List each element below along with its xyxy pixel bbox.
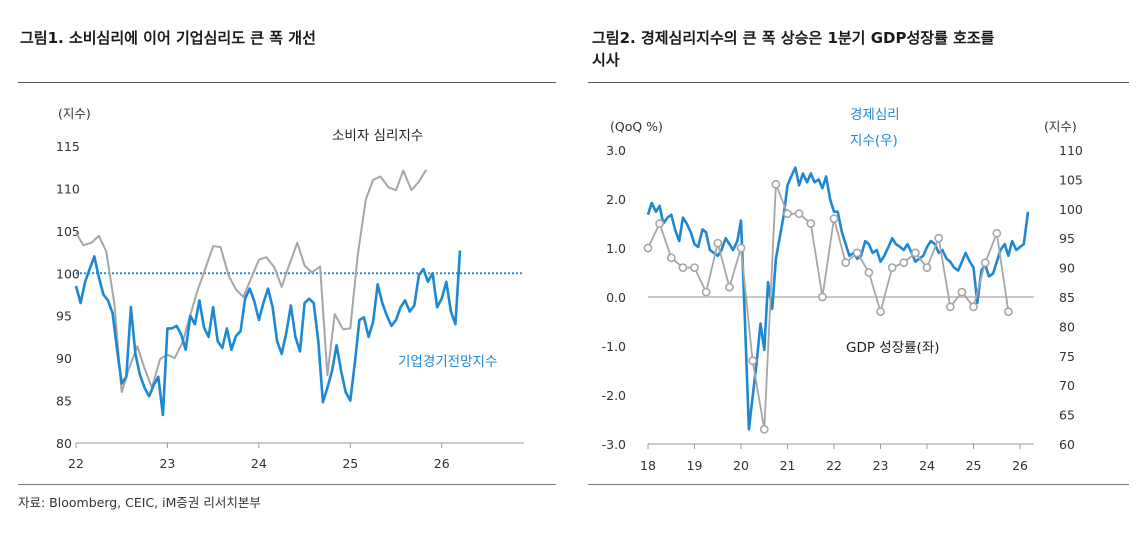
- gdp-growth-point: [957, 287, 967, 297]
- right-left-axis-label: (QoQ %): [610, 119, 663, 134]
- right-right-y-tick-label: 65: [1059, 408, 1075, 423]
- economic-sentiment-label-line2: 지수(우): [850, 133, 898, 149]
- gdp-growth-point: [759, 424, 769, 434]
- gdp-growth-label: GDP 성장률(좌): [846, 340, 940, 356]
- right-x-tick-label: 20: [733, 458, 749, 473]
- gdp-growth-point: [701, 287, 711, 297]
- gdp-growth-point: [666, 253, 676, 263]
- gdp-growth-point: [945, 302, 955, 312]
- right-left-y-tick-label: 3.0: [606, 143, 626, 158]
- right-right-y-tick-label: 70: [1059, 378, 1075, 393]
- right-left-y-tick-label: 2.0: [606, 192, 626, 207]
- gdp-growth-point: [876, 307, 885, 317]
- right-x-tick-label: 18: [640, 458, 656, 473]
- left-y-tick-label: 115: [56, 139, 80, 154]
- gdp-growth-point: [969, 302, 978, 312]
- right-figure-title-line1: 그림2. 경제심리지수의 큰 폭 상승은 1분기 GDP성장률 호조를: [592, 29, 995, 47]
- right-title-rule: [588, 82, 1129, 83]
- left-x-tick-label: 25: [342, 456, 358, 471]
- left-y-tick-label: 100: [56, 266, 80, 281]
- gdp-growth-point: [725, 282, 734, 292]
- right-x-tick-label: 19: [687, 458, 703, 473]
- gdp-growth-point: [922, 263, 932, 272]
- bottom-rule-left: [18, 484, 556, 485]
- left-title-rule: [18, 82, 556, 83]
- gdp-growth-point: [794, 209, 804, 219]
- right-left-y-tick-label: 0.0: [606, 290, 626, 305]
- left-y-tick-label: 105: [56, 224, 80, 239]
- right-right-y-tick-label: 80: [1059, 319, 1075, 334]
- gdp-growth-point: [899, 258, 909, 268]
- right-right-y-tick-label: 110: [1059, 143, 1083, 158]
- gdp-growth-point: [1004, 307, 1013, 317]
- gdp-growth-point: [818, 292, 827, 302]
- right-x-tick-label: 22: [826, 458, 842, 473]
- left-x-tick-label: 23: [159, 456, 175, 471]
- consumer-sentiment-label: 소비자 심리지수: [332, 128, 423, 144]
- right-left-y-tick-label: -1.0: [602, 339, 626, 354]
- gdp-growth-point: [911, 248, 920, 258]
- right-right-y-tick-label: 85: [1059, 290, 1075, 305]
- gdp-growth-point: [655, 219, 664, 228]
- right-left-y-tick-label: -2.0: [602, 388, 626, 403]
- gdp-growth-point: [806, 219, 816, 228]
- right-x-tick-label: 21: [780, 458, 796, 473]
- left-y-tick-label: 110: [56, 181, 80, 196]
- left-x-tick-label: 22: [68, 456, 84, 471]
- gdp-growth-point: [690, 263, 699, 272]
- business-outlook-line: [74, 250, 462, 417]
- right-left-y-tick-label: 1.0: [606, 241, 626, 256]
- gdp-growth-point: [748, 356, 757, 366]
- right-right-axis-label: (지수): [1044, 119, 1077, 134]
- right-right-y-tick-label: 95: [1059, 231, 1075, 246]
- gdp-growth-point: [864, 268, 874, 277]
- right-figure-title-line2: 시사: [592, 51, 620, 69]
- bottom-rule-right: [588, 484, 1129, 485]
- gdp-growth-point: [852, 248, 862, 258]
- right-left-y-tick-label: -3.0: [602, 437, 626, 452]
- gdp-growth-point: [713, 238, 723, 248]
- left-x-tick-label: 24: [251, 456, 267, 471]
- left-y-tick-label: 85: [56, 394, 72, 409]
- left-y-axis-label: (지수): [58, 106, 91, 121]
- gdp-growth-point: [678, 263, 688, 272]
- right-x-tick-label: 23: [873, 458, 889, 473]
- gdp-growth-point: [980, 258, 990, 268]
- gdp-growth-point: [783, 209, 792, 219]
- gdp-growth-line: [647, 183, 1010, 431]
- right-x-tick-label: 26: [1012, 458, 1028, 473]
- right-x-tick-label: 24: [919, 458, 935, 473]
- source-note: 자료: Bloomberg, CEIC, iM증권 리서치본부: [18, 495, 261, 510]
- right-right-y-tick-label: 60: [1059, 437, 1075, 452]
- gdp-growth-point: [992, 228, 1002, 238]
- right-right-y-tick-label: 100: [1059, 202, 1083, 217]
- economic-sentiment-label-line1: 경제심리: [850, 107, 900, 123]
- left-x-tick-label: 26: [434, 456, 450, 471]
- left-y-tick-label: 95: [56, 309, 72, 324]
- gdp-growth-point: [736, 243, 746, 253]
- left-y-tick-label: 90: [56, 351, 72, 366]
- gdp-growth-point: [829, 214, 839, 223]
- gdp-growth-point: [841, 258, 851, 268]
- business-outlook-label: 기업경기전망지수: [398, 354, 497, 370]
- right-x-tick-label: 25: [966, 458, 982, 473]
- right-right-y-tick-label: 75: [1059, 349, 1075, 364]
- gdp-growth-point: [771, 179, 781, 189]
- left-figure-title: 그림1. 소비심리에 이어 기업심리도 큰 폭 개선: [20, 29, 316, 47]
- right-right-y-tick-label: 105: [1059, 172, 1083, 187]
- gdp-growth-point: [643, 243, 653, 253]
- left-y-tick-label: 80: [56, 436, 72, 451]
- right-right-y-tick-label: 90: [1059, 261, 1075, 276]
- gdp-growth-point: [934, 233, 944, 243]
- gdp-growth-point: [887, 263, 897, 272]
- economic-sentiment-line: [646, 166, 1030, 431]
